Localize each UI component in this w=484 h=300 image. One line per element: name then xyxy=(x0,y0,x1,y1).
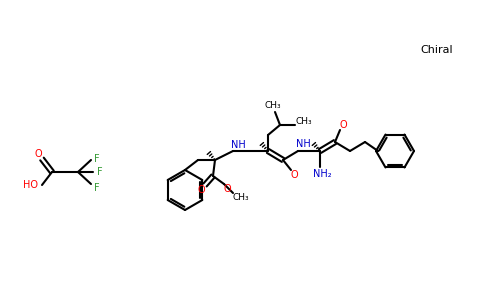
Text: O: O xyxy=(223,184,231,194)
Text: CH₃: CH₃ xyxy=(296,118,312,127)
Text: F: F xyxy=(94,154,100,164)
Text: NH: NH xyxy=(296,139,310,149)
Text: CH₃: CH₃ xyxy=(233,193,249,202)
Text: F: F xyxy=(97,167,103,177)
Text: CH₃: CH₃ xyxy=(265,100,281,109)
Text: F: F xyxy=(94,183,100,193)
Text: HO: HO xyxy=(22,180,37,190)
Text: O: O xyxy=(34,149,42,159)
Text: NH: NH xyxy=(230,140,245,150)
Text: Chiral: Chiral xyxy=(420,45,453,55)
Text: O: O xyxy=(197,185,205,195)
Text: NH₂: NH₂ xyxy=(313,169,332,179)
Text: O: O xyxy=(290,170,298,180)
Text: O: O xyxy=(339,120,347,130)
